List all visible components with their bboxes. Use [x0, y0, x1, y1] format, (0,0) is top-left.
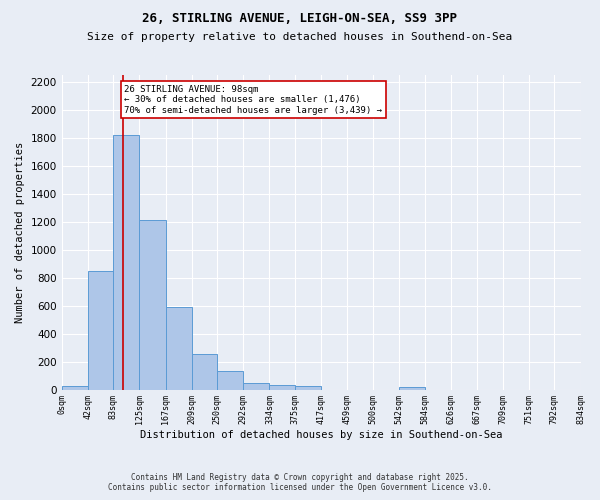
Bar: [191, 354, 217, 390]
Text: 26 STIRLING AVENUE: 98sqm
← 30% of detached houses are smaller (1,476)
70% of se: 26 STIRLING AVENUE: 98sqm ← 30% of detac…: [124, 85, 382, 114]
Bar: [88, 272, 113, 390]
Y-axis label: Number of detached properties: Number of detached properties: [15, 142, 25, 323]
Bar: [269, 384, 295, 390]
Text: Contains HM Land Registry data © Crown copyright and database right 2025.
Contai: Contains HM Land Registry data © Crown c…: [108, 473, 492, 492]
X-axis label: Distribution of detached houses by size in Southend-on-Sea: Distribution of detached houses by size …: [140, 430, 502, 440]
Bar: [295, 386, 321, 390]
Text: 26, STIRLING AVENUE, LEIGH-ON-SEA, SS9 3PP: 26, STIRLING AVENUE, LEIGH-ON-SEA, SS9 3…: [143, 12, 458, 26]
Bar: [166, 307, 191, 390]
Bar: [217, 372, 244, 390]
Bar: [399, 388, 425, 390]
Bar: [113, 135, 139, 390]
Bar: [62, 386, 88, 390]
Text: Size of property relative to detached houses in Southend-on-Sea: Size of property relative to detached ho…: [88, 32, 512, 42]
Bar: [244, 384, 269, 390]
Bar: [139, 220, 166, 390]
